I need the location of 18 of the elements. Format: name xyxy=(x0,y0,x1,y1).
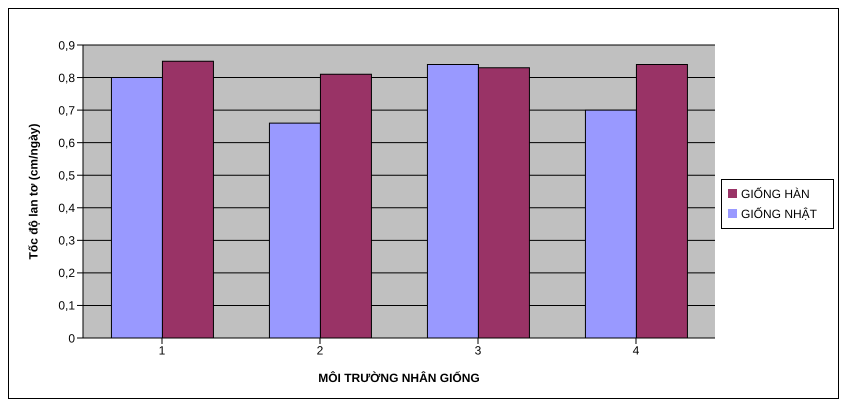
y-tick-label: 0,3 xyxy=(58,234,76,248)
y-tick-label: 0,4 xyxy=(58,201,76,216)
x-tick-label: 3 xyxy=(474,344,482,358)
y-tick-label: 0,9 xyxy=(58,38,76,52)
legend-label: GIỐNG NHẬT xyxy=(740,206,817,220)
legend-label: GIỐNG HÀN xyxy=(740,186,810,200)
x-axis-title: MÔI TRƯỜNG NHÂN GIỐNG xyxy=(318,371,480,385)
y-tick-label: 0,2 xyxy=(58,266,76,280)
x-tick-label: 1 xyxy=(158,344,166,358)
y-tick-label: 0 xyxy=(68,331,76,346)
x-tick-label: 4 xyxy=(632,344,640,358)
y-tick-label: 0,6 xyxy=(58,136,76,150)
y-tick-label: 0,8 xyxy=(58,70,76,85)
y-tick-label: 0,1 xyxy=(58,298,76,313)
y-tick-label: 0,5 xyxy=(58,168,76,182)
y-axis-title: Tốc độ lan tơ (cm/ngày) xyxy=(26,124,40,260)
y-tick-label: 0,7 xyxy=(58,103,76,118)
x-tick-label: 2 xyxy=(316,344,324,358)
